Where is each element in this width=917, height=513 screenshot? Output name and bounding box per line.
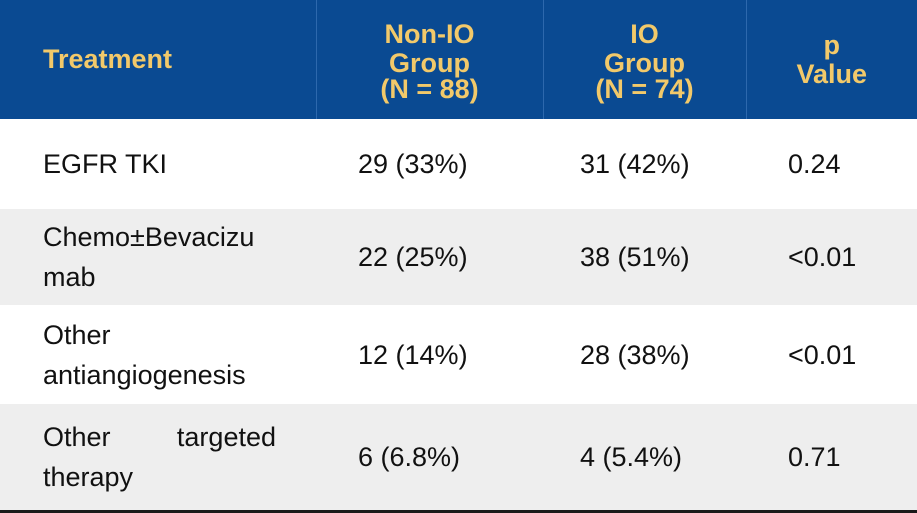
table-row: Other targeted therapy 6 (6.8%) 4 (5.4%)… [0,404,917,510]
cell-io: 31 (42%) [580,149,690,179]
cell-treatment-line2: therapy [43,462,134,492]
cell-p-value: 0.24 [788,149,841,179]
table-bottom-rule [0,510,917,513]
cell-p-value: <0.01 [788,242,857,272]
cell-treatment: Chemo±Bevacizu mab [0,209,316,305]
header-io-group: IO Group (N = 74) [543,0,747,119]
header-io-line1: IO [630,18,659,49]
cell-nonio: 22 (25%) [358,242,468,272]
table-row: EGFR TKI 29 (33%) 31 (42%) 0.24 [0,119,917,209]
header-treatment: Treatment [0,0,317,119]
header-nonio-group: Non-IO Group (N = 88) [316,0,544,119]
table-row: Chemo±Bevacizu mab 22 (25%) 38 (51%) <0.… [0,209,917,305]
table-row: Other antiangiogenesis 12 (14%) 28 (38%)… [0,305,917,404]
cell-treatment-line1: Chemo±Bevacizu [43,222,255,252]
cell-nonio: 12 (14%) [358,339,468,370]
cell-treatment-line2: mab [43,262,96,292]
cell-treatment: Other antiangiogenesis [0,305,316,404]
cell-p-value: <0.01 [788,339,857,370]
cell-treatment: Other targeted therapy [0,404,316,510]
cell-io: 28 (38%) [580,339,690,370]
table-body: EGFR TKI 29 (33%) 31 (42%) 0.24 Chemo±Be… [0,119,917,510]
header-row: Treatment Non-IO Group (N = 88) IO Group… [0,0,917,119]
cell-p-value: 0.71 [788,442,841,472]
cell-nonio: 6 (6.8%) [358,442,461,472]
cell-treatment: EGFR TKI [0,119,316,209]
cell-io: 4 (5.4%) [580,442,683,472]
header-treatment-label: Treatment [43,44,173,74]
header-p-line2: Value [796,58,868,89]
header-io-line2: Group [604,47,685,78]
cell-treatment-line2: antiangiogenesis [43,359,246,390]
table-header: Treatment Non-IO Group (N = 88) IO Group… [0,0,917,119]
cell-treatment-line1: Other [43,319,111,350]
header-nonio-line1: Non-IO [384,18,475,49]
cell-treatment-line1: Other targeted [43,422,276,452]
header-nonio-count: (N = 88) [380,73,479,104]
header-io-count: (N = 74) [595,73,694,104]
cell-io: 38 (51%) [580,242,690,272]
header-p-line1: p [823,29,841,60]
header-p-value: p Value [746,0,917,119]
header-nonio-line2: Group [389,47,470,78]
cell-nonio: 29 (33%) [358,149,468,179]
cell-treatment-line1: EGFR TKI [43,149,168,179]
